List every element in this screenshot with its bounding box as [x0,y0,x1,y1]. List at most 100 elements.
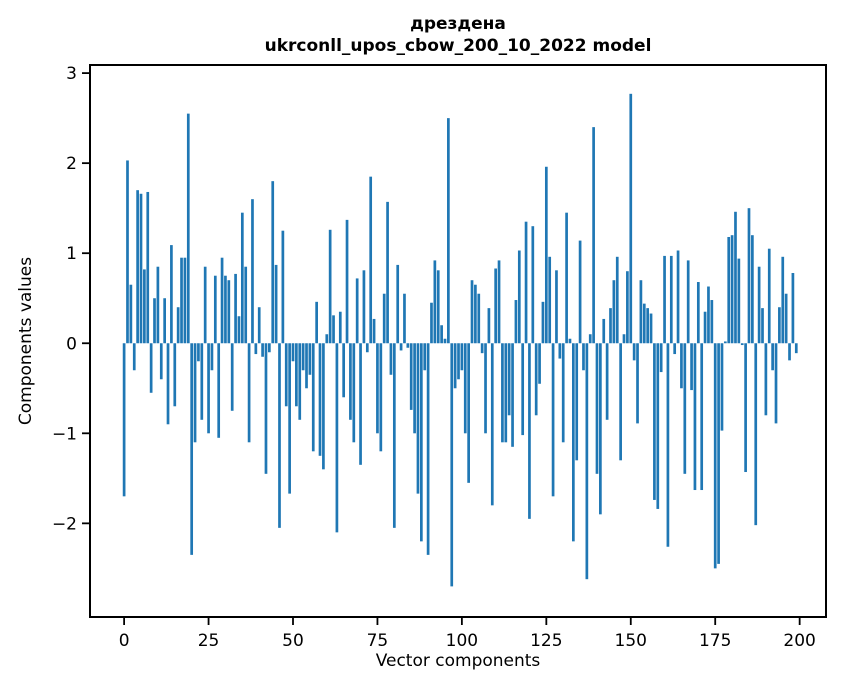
bar [605,343,609,420]
bar [315,301,318,344]
bar [686,260,690,344]
bar [342,343,346,398]
bar [197,343,200,362]
bar [176,307,180,344]
bar [146,191,150,344]
bar [680,343,683,389]
bar [558,343,562,359]
bar [278,343,281,528]
x-tick-label: 125 [530,631,562,651]
bar [767,248,771,344]
bar [696,282,700,344]
bar [132,343,136,371]
y-tick-label: 3 [66,64,77,84]
bar [244,266,248,344]
bar [332,315,335,344]
bar [703,311,707,344]
bar [487,308,491,344]
bar [257,307,261,344]
bar [632,343,636,361]
y-tick-label: 0 [66,334,77,354]
bar [747,208,751,344]
bar [774,343,778,424]
bar [433,260,437,344]
bar [636,343,639,424]
bar [396,264,400,344]
chart-title-line1: дрездена [410,14,506,34]
bar [737,258,741,344]
bar [376,343,379,434]
bar [288,343,291,494]
bar [514,300,518,344]
bar [555,270,558,344]
bar [599,343,602,515]
bar [713,343,717,569]
bar [230,343,234,411]
bar [166,343,170,425]
bar [619,343,622,461]
bar [690,343,693,391]
bar [430,302,433,344]
bar [281,230,285,344]
bar [261,343,264,357]
bar [318,343,322,456]
bar [504,343,508,443]
bar [612,280,616,344]
bar [359,343,362,465]
bar [240,212,244,344]
bar [511,343,514,447]
bar [335,343,339,533]
bar [757,266,761,344]
bar [308,343,312,375]
bar [693,343,697,491]
bar [541,301,545,344]
bar [126,160,129,344]
bar [666,343,670,547]
bar [673,343,677,355]
bar [656,343,660,509]
bar [237,316,241,344]
bar [467,343,470,483]
bar [572,343,575,542]
bar [207,343,210,434]
bar [295,343,298,407]
bar [403,293,406,344]
bar [213,275,217,344]
x-tick-label: 100 [446,631,478,651]
x-ticks-group: 0 25 50 75 100 125 150 175 200 [119,617,816,651]
bar [730,235,734,344]
bar [234,273,237,344]
bar [474,284,477,344]
bar [740,343,744,346]
bar [764,343,768,416]
bar [548,256,552,344]
bar [325,334,329,344]
bar [734,211,737,344]
bar [460,343,464,371]
bar [180,257,183,344]
bar [494,268,498,344]
bar [501,343,504,443]
bar [163,298,166,344]
bar [629,93,633,344]
bar [298,343,302,420]
x-axis-label: Vector components [376,651,541,671]
bar [507,343,511,416]
bar [615,256,619,344]
bar [723,341,727,344]
bar [669,255,673,344]
bar [453,343,457,389]
bar [129,284,133,344]
bar [592,127,595,344]
bar [200,343,204,420]
bar [609,308,612,344]
bar [778,307,781,344]
bar [788,343,791,361]
bar [210,343,214,371]
bar [784,293,788,344]
bar [170,245,173,344]
bar [186,113,190,344]
bar [622,334,626,344]
bar [338,311,342,344]
